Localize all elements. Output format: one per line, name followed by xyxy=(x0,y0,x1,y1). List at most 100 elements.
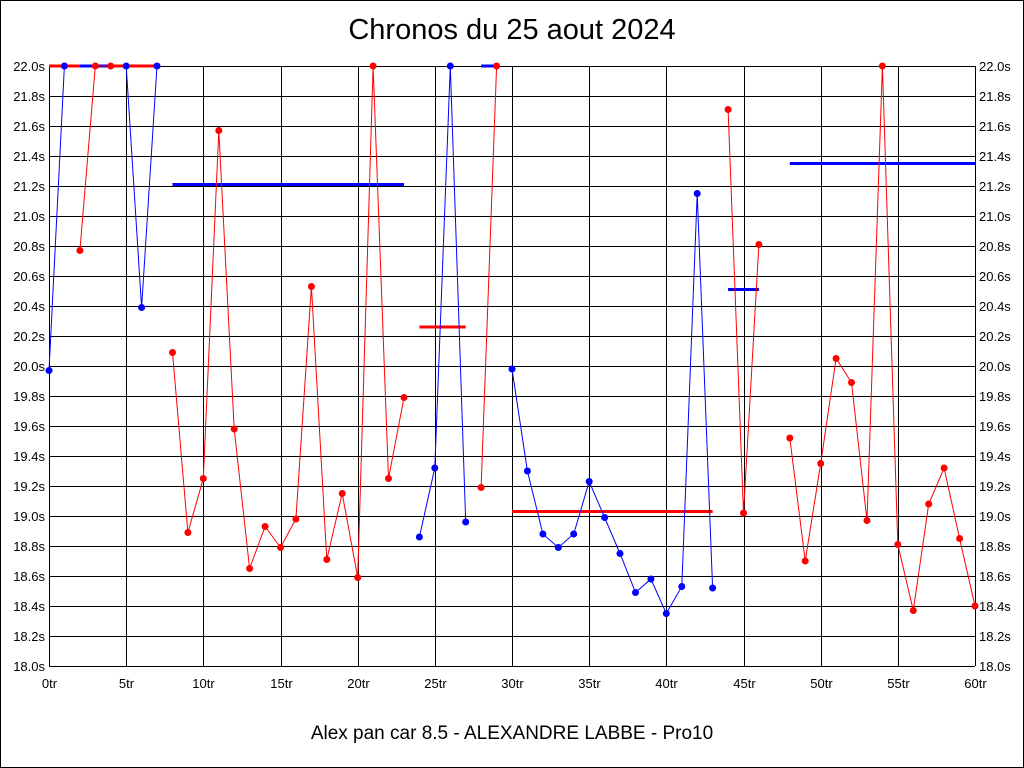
x-tick-label: 35tr xyxy=(578,676,601,691)
lap-point xyxy=(678,583,686,590)
lap-point xyxy=(122,62,130,70)
lap-point xyxy=(925,500,933,508)
lap-point xyxy=(91,62,99,70)
lap-point xyxy=(338,490,346,497)
y-tick-label-left: 18.6s xyxy=(13,569,45,584)
series-line xyxy=(172,65,405,578)
y-tick-label-left: 19.0s xyxy=(13,509,45,524)
lap-point xyxy=(354,574,362,581)
y-tick-label-left: 21.0s xyxy=(13,209,45,224)
lap-point xyxy=(616,550,624,557)
lap-point xyxy=(184,529,192,536)
lap-point xyxy=(539,530,547,538)
lap-point xyxy=(462,518,470,526)
x-tick-label: 45tr xyxy=(733,676,756,691)
lap-point xyxy=(153,62,161,70)
series-line xyxy=(418,65,467,538)
y-tick-label-right: 19.4s xyxy=(979,449,1011,464)
lap-point xyxy=(493,62,501,70)
lap-point xyxy=(632,589,639,596)
lap-point xyxy=(508,365,516,373)
x-tick-label: 60tr xyxy=(964,676,987,691)
lap-point xyxy=(662,610,670,617)
y-tick-label-right: 20.6s xyxy=(979,269,1011,284)
lap-point xyxy=(477,484,485,491)
x-tick-label: 55tr xyxy=(887,676,910,691)
y-tick-label-right: 21.2s xyxy=(979,179,1011,194)
y-tick-label-left: 20.4s xyxy=(13,299,45,314)
x-tick-label: 40tr xyxy=(655,676,678,691)
y-tick-label-right: 21.0s xyxy=(979,209,1011,224)
lap-point xyxy=(554,544,562,551)
y-tick-label-right: 18.8s xyxy=(979,539,1011,554)
lap-point xyxy=(585,478,593,485)
lap-point xyxy=(292,515,300,523)
lap-point xyxy=(601,514,609,521)
lap-point xyxy=(230,425,238,433)
x-tick-label: 10tr xyxy=(192,676,215,691)
lap-point xyxy=(138,304,146,311)
lap-point xyxy=(415,533,423,541)
lap-point xyxy=(261,523,269,530)
y-tick-label-left: 20.0s xyxy=(13,359,45,374)
y-tick-label-left: 20.6s xyxy=(13,269,45,284)
lap-point xyxy=(215,127,223,134)
lap-point xyxy=(523,467,531,475)
lap-point xyxy=(169,349,176,356)
y-tick-label-left: 18.2s xyxy=(13,629,45,644)
y-tick-label-left: 21.4s xyxy=(13,149,45,164)
y-tick-label-right: 19.8s xyxy=(979,389,1011,404)
lap-series xyxy=(45,62,979,617)
lap-point xyxy=(956,535,964,542)
y-tick-label-left: 22.0s xyxy=(13,59,45,74)
y-tick-label-right: 18.0s xyxy=(979,659,1011,674)
x-tick-label: 20tr xyxy=(347,676,370,691)
y-tick-label-right: 20.8s xyxy=(979,239,1011,254)
y-tick-label-right: 20.2s xyxy=(979,329,1011,344)
series-line xyxy=(48,65,65,371)
y-tick-label-right: 19.2s xyxy=(979,479,1011,494)
x-tick-label: 30tr xyxy=(501,676,524,691)
lap-point xyxy=(863,517,871,524)
x-tick-label: 15tr xyxy=(270,676,293,691)
lap-point xyxy=(693,190,701,197)
lap-point xyxy=(801,557,809,565)
y-tick-label-right: 18.6s xyxy=(979,569,1011,584)
y-tick-label-left: 21.6s xyxy=(13,119,45,134)
y-tick-label-left: 18.8s xyxy=(13,539,45,554)
lap-point xyxy=(446,62,454,70)
lap-point xyxy=(45,367,53,374)
tick-labels: 18.0s 18.0s 18.2s 18.2s 18.4s 18.4s 18.6s 18.6s… xyxy=(13,59,1011,691)
x-tick-label: 25tr xyxy=(424,676,447,691)
lap-point xyxy=(307,283,315,290)
y-tick-label-right: 19.6s xyxy=(979,419,1011,434)
lap-point xyxy=(786,434,794,442)
y-tick-label-right: 18.4s xyxy=(979,599,1011,614)
y-tick-label-left: 21.8s xyxy=(13,89,45,104)
lap-point xyxy=(369,62,377,70)
lap-point xyxy=(709,584,717,592)
lap-point xyxy=(894,541,902,548)
lap-point xyxy=(76,247,84,254)
y-tick-label-right: 20.0s xyxy=(979,359,1011,374)
lap-point xyxy=(107,62,115,70)
lap-point xyxy=(971,602,979,610)
y-tick-label-right: 21.8s xyxy=(979,89,1011,104)
lap-point xyxy=(848,379,855,386)
lap-point xyxy=(647,575,655,583)
y-tick-label-left: 19.6s xyxy=(13,419,45,434)
y-tick-label-right: 18.2s xyxy=(979,629,1011,644)
y-tick-label-right: 19.0s xyxy=(979,509,1011,524)
y-tick-label-left: 18.0s xyxy=(13,659,45,674)
lap-point xyxy=(570,530,578,538)
series-line xyxy=(480,65,498,488)
x-tick-label: 50tr xyxy=(810,676,833,691)
y-tick-label-left: 20.8s xyxy=(13,239,45,254)
y-tick-label-right: 20.4s xyxy=(979,299,1011,314)
lap-point xyxy=(755,241,763,248)
lap-point xyxy=(323,556,331,563)
lap-point xyxy=(940,464,948,472)
lap-point xyxy=(740,509,747,517)
y-tick-label-right: 21.6s xyxy=(979,119,1011,134)
